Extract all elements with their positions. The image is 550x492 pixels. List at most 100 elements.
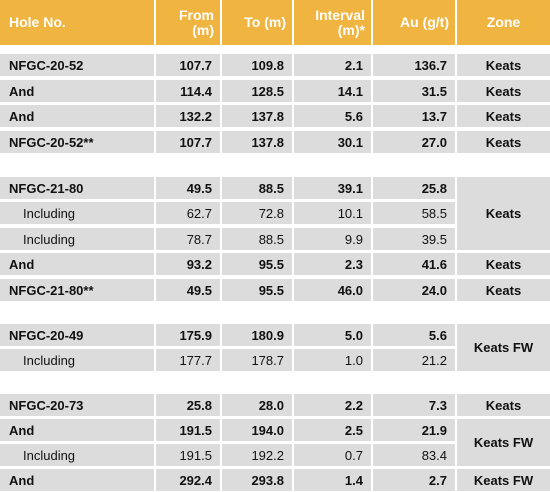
zone-cell: Keats: [457, 80, 550, 102]
to-cell: 180.9: [222, 324, 294, 346]
table-row: NFGC-20-52 107.7 109.8 2.1 136.7 Keats: [0, 54, 550, 76]
au-cell: 83.4: [373, 444, 457, 466]
from-cell: 132.2: [156, 105, 222, 127]
header-zone: Zone: [457, 0, 550, 45]
merged-zone-cell: Keats: [457, 177, 550, 250]
table-row: NFGC-20-52** 107.7 137.8 30.1 27.0 Keats: [0, 131, 550, 153]
hole-cell: NFGC-21-80: [0, 177, 156, 199]
table-row: NFGC-20-73 25.8 28.0 2.2 7.3 Keats: [0, 394, 550, 416]
hole-cell: NFGC-20-73: [0, 394, 156, 416]
au-cell: 13.7: [373, 105, 457, 127]
from-cell: 62.7: [156, 202, 222, 224]
hole-cell: NFGC-20-52: [0, 54, 156, 76]
au-cell: 58.5: [373, 202, 457, 224]
hole-cell: And: [0, 469, 156, 491]
to-cell: 137.8: [222, 131, 294, 153]
from-cell: 25.8: [156, 394, 222, 416]
interval-cell: 10.1: [294, 202, 373, 224]
interval-cell: 2.5: [294, 419, 373, 441]
table-row: And 93.2 95.5 2.3 41.6 Keats: [0, 253, 550, 275]
interval-cell: 1.4: [294, 469, 373, 491]
hole-cell: NFGC-21-80**: [0, 279, 156, 301]
table-row: NFGC-21-80** 49.5 95.5 46.0 24.0 Keats: [0, 279, 550, 301]
to-cell: 128.5: [222, 80, 294, 102]
au-cell: 27.0: [373, 131, 457, 153]
interval-cell: 2.1: [294, 54, 373, 76]
hole-cell: And: [0, 419, 156, 441]
interval-cell: 0.7: [294, 444, 373, 466]
hole-cell: And: [0, 253, 156, 275]
interval-cell: 39.1: [294, 177, 373, 199]
header-to: To (m): [222, 0, 294, 45]
au-cell: 21.9: [373, 419, 457, 441]
hole-cell: Including: [0, 228, 156, 250]
interval-cell: 2.2: [294, 394, 373, 416]
table-row: NFGC-20-49 175.9 180.9 5.0 5.6: [0, 324, 550, 346]
au-cell: 2.7: [373, 469, 457, 491]
merged-zone-cell: Keats FW: [457, 324, 550, 371]
table-row: And 191.5 194.0 2.5 21.9: [0, 419, 550, 441]
to-cell: 28.0: [222, 394, 294, 416]
hole-cell: Including: [0, 349, 156, 371]
au-cell: 136.7: [373, 54, 457, 76]
zone-cell: Keats FW: [457, 469, 550, 491]
to-cell: 95.5: [222, 279, 294, 301]
au-cell: 24.0: [373, 279, 457, 301]
au-cell: 39.5: [373, 228, 457, 250]
to-cell: 109.8: [222, 54, 294, 76]
interval-cell: 30.1: [294, 131, 373, 153]
to-cell: 293.8: [222, 469, 294, 491]
to-cell: 137.8: [222, 105, 294, 127]
hole-cell: NFGC-20-52**: [0, 131, 156, 153]
au-cell: 31.5: [373, 80, 457, 102]
table-header: Hole No. From (m) To (m) Interval (m)* A…: [0, 0, 550, 45]
zone-cell: Keats: [457, 394, 550, 416]
table-row: Including 177.7 178.7 1.0 21.2: [0, 349, 550, 371]
hole-cell: And: [0, 105, 156, 127]
au-cell: 21.2: [373, 349, 457, 371]
to-cell: 72.8: [222, 202, 294, 224]
to-cell: 178.7: [222, 349, 294, 371]
header-au: Au (g/t): [373, 0, 457, 45]
table-row: And 292.4 293.8 1.4 2.7 Keats FW: [0, 469, 550, 491]
table-row: And 114.4 128.5 14.1 31.5 Keats: [0, 80, 550, 102]
from-cell: 292.4: [156, 469, 222, 491]
to-cell: 88.5: [222, 177, 294, 199]
zone-cell: Keats: [457, 253, 550, 275]
header-hole-no: Hole No.: [0, 0, 156, 45]
interval-cell: 46.0: [294, 279, 373, 301]
merged-zone-cell: Keats FW: [457, 419, 550, 466]
interval-cell: 14.1: [294, 80, 373, 102]
to-cell: 95.5: [222, 253, 294, 275]
interval-cell: 2.3: [294, 253, 373, 275]
hole-cell: Including: [0, 202, 156, 224]
from-cell: 191.5: [156, 444, 222, 466]
from-cell: 49.5: [156, 279, 222, 301]
table-row: Including 78.7 88.5 9.9 39.5: [0, 228, 550, 250]
from-cell: 49.5: [156, 177, 222, 199]
hole-cell: And: [0, 80, 156, 102]
au-cell: 41.6: [373, 253, 457, 275]
au-cell: 25.8: [373, 177, 457, 199]
from-cell: 93.2: [156, 253, 222, 275]
zone-cell: Keats: [457, 54, 550, 76]
hole-cell: NFGC-20-49: [0, 324, 156, 346]
from-cell: 78.7: [156, 228, 222, 250]
to-cell: 192.2: [222, 444, 294, 466]
to-cell: 194.0: [222, 419, 294, 441]
from-cell: 107.7: [156, 131, 222, 153]
interval-cell: 5.6: [294, 105, 373, 127]
au-cell: 5.6: [373, 324, 457, 346]
from-cell: 177.7: [156, 349, 222, 371]
table-row: NFGC-21-80 49.5 88.5 39.1 25.8: [0, 177, 550, 199]
zone-cell: Keats: [457, 105, 550, 127]
interval-cell: 9.9: [294, 228, 373, 250]
zone-cell: Keats: [457, 131, 550, 153]
header-from: From (m): [156, 0, 222, 45]
table-row: And 132.2 137.8 5.6 13.7 Keats: [0, 105, 550, 127]
to-cell: 88.5: [222, 228, 294, 250]
from-cell: 114.4: [156, 80, 222, 102]
au-cell: 7.3: [373, 394, 457, 416]
from-cell: 107.7: [156, 54, 222, 76]
from-cell: 191.5: [156, 419, 222, 441]
